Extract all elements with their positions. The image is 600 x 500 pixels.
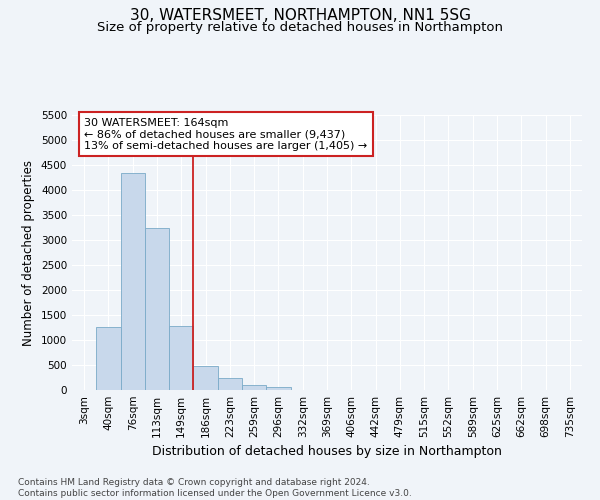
Bar: [242, 385, 266, 390]
Y-axis label: Number of detached properties: Number of detached properties: [22, 160, 35, 346]
Bar: [121, 173, 145, 390]
Bar: [96, 326, 121, 390]
Bar: [169, 326, 193, 390]
Text: 30 WATERSMEET: 164sqm
← 86% of detached houses are smaller (9,437)
13% of semi-d: 30 WATERSMEET: 164sqm ← 86% of detached …: [84, 118, 367, 150]
Text: Size of property relative to detached houses in Northampton: Size of property relative to detached ho…: [97, 21, 503, 34]
Bar: [145, 228, 169, 390]
Text: 30, WATERSMEET, NORTHAMPTON, NN1 5SG: 30, WATERSMEET, NORTHAMPTON, NN1 5SG: [130, 8, 470, 22]
Bar: [218, 378, 242, 390]
X-axis label: Distribution of detached houses by size in Northampton: Distribution of detached houses by size …: [152, 446, 502, 458]
Text: Contains HM Land Registry data © Crown copyright and database right 2024.
Contai: Contains HM Land Registry data © Crown c…: [18, 478, 412, 498]
Bar: [193, 366, 218, 390]
Bar: [266, 387, 290, 390]
